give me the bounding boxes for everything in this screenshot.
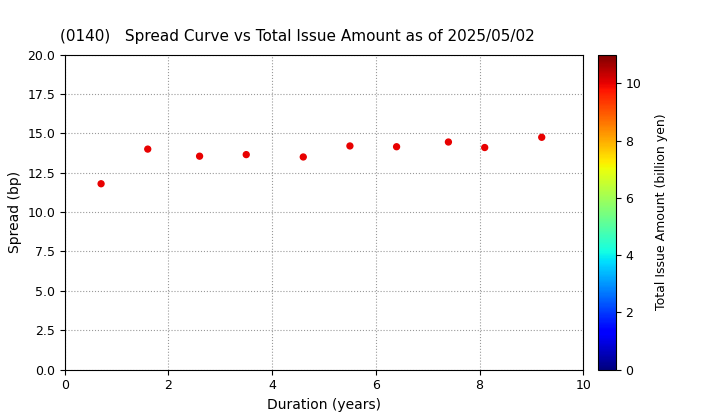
Point xyxy=(297,154,309,160)
Point xyxy=(536,134,547,141)
Point xyxy=(142,146,153,152)
Point xyxy=(194,153,205,160)
Point xyxy=(391,143,402,150)
X-axis label: Duration (years): Duration (years) xyxy=(267,398,381,412)
Point xyxy=(95,180,107,187)
Point xyxy=(240,151,252,158)
Y-axis label: Total Issue Amount (billion yen): Total Issue Amount (billion yen) xyxy=(655,114,668,310)
Point xyxy=(479,144,490,151)
Y-axis label: Spread (bp): Spread (bp) xyxy=(8,171,22,253)
Point xyxy=(443,139,454,145)
Text: (0140)   Spread Curve vs Total Issue Amount as of 2025/05/02: (0140) Spread Curve vs Total Issue Amoun… xyxy=(60,29,534,44)
Point xyxy=(344,143,356,150)
